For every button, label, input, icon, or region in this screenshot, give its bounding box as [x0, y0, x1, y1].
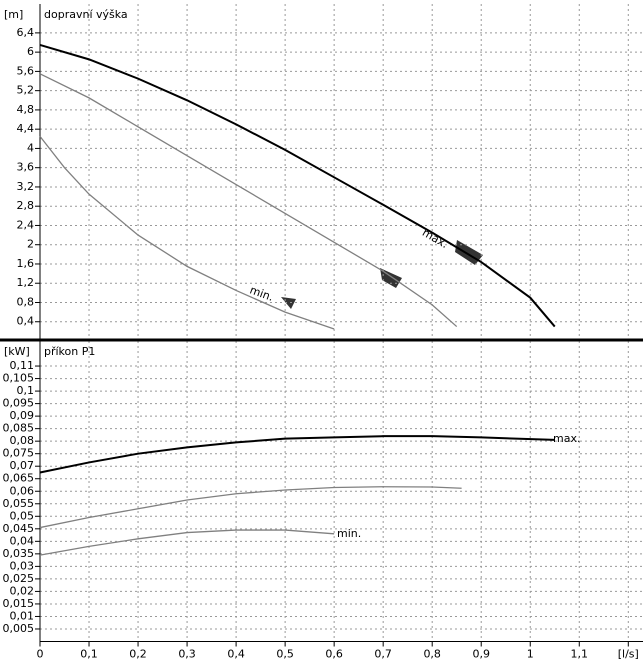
x-tick-label: 0,1 — [80, 648, 98, 661]
x-tick-label: 0 — [37, 648, 44, 661]
x-tick-label: 0,2 — [129, 648, 147, 661]
y-tick-label: 0,08 — [10, 434, 35, 447]
y-tick-label: 0,095 — [3, 397, 35, 410]
y-tick-label: 0,11 — [10, 359, 35, 372]
y-tick-label: 0,05 — [10, 509, 35, 522]
line-series — [39, 486, 462, 529]
y-unit: [m] — [4, 8, 23, 21]
y-tick-label: 0,07 — [10, 459, 35, 472]
y-tick-label: 0,1 — [17, 384, 35, 397]
y-tick-label: 0,105 — [3, 372, 35, 385]
curve-label: max. — [553, 432, 580, 445]
y-tick-label: 0,065 — [3, 472, 35, 485]
y-tick-label: 0,02 — [10, 584, 35, 597]
x-tick-label: 0,7 — [374, 648, 392, 661]
curve-label: min. — [337, 527, 361, 540]
y-tick-label: 0,03 — [10, 559, 35, 572]
x-tick-label: 1 — [527, 648, 534, 661]
y-tick-label: 4,4 — [17, 122, 35, 135]
panel-title: dopravní výška — [44, 8, 128, 21]
x-tick-label: 0,5 — [276, 648, 294, 661]
y-tick-label: 4 — [27, 141, 34, 154]
y-tick-label: 3,2 — [17, 180, 35, 193]
line-series — [39, 529, 335, 556]
y-tick-label: 0,09 — [10, 409, 35, 422]
y-tick-label: 0,085 — [3, 422, 35, 435]
x-tick-label: 0,6 — [325, 648, 343, 661]
x-tick-label: 1,1 — [571, 648, 589, 661]
x-tick-label: 0,9 — [472, 648, 490, 661]
x-tick-label: 0,4 — [227, 648, 245, 661]
y-tick-label: 4,8 — [17, 103, 35, 116]
panel-title: příkon P1 — [44, 345, 95, 358]
line-series — [39, 435, 555, 474]
y-tick-label: 0,01 — [10, 609, 35, 622]
x-tick-label: [l/s] — [618, 648, 639, 661]
y-tick-label: 3,6 — [17, 161, 35, 174]
y-tick-label: 0,4 — [17, 315, 35, 328]
y-tick-label: 0,8 — [17, 295, 35, 308]
x-tick-label: 0,8 — [423, 648, 441, 661]
line-series — [39, 73, 458, 328]
y-tick-label: 0,055 — [3, 497, 35, 510]
y-tick-label: 5,6 — [17, 64, 35, 77]
x-tick-label: 0,3 — [178, 648, 196, 661]
y-tick-label: 2,4 — [17, 218, 35, 231]
y-tick-label: 0,035 — [3, 547, 35, 560]
y-tick-label: 2,8 — [17, 199, 35, 212]
y-tick-label: 0,015 — [3, 597, 35, 610]
y-tick-label: 0,005 — [3, 622, 35, 635]
line-series — [39, 135, 335, 330]
y-tick-label: 0,075 — [3, 447, 35, 460]
y-tick-label: 0,025 — [3, 572, 35, 585]
y-tick-label: 6 — [27, 45, 34, 58]
y-tick-label: 2 — [27, 238, 34, 251]
y-tick-label: 6,4 — [17, 26, 35, 39]
line-series — [39, 43, 556, 328]
y-tick-label: 0,06 — [10, 484, 35, 497]
y-unit: [kW] — [4, 345, 30, 358]
y-tick-label: 5,2 — [17, 84, 35, 97]
y-tick-label: 0,04 — [10, 534, 35, 547]
y-tick-label: 1,2 — [17, 276, 35, 289]
y-tick-label: 0,045 — [3, 522, 35, 535]
y-tick-label: 1,6 — [17, 257, 35, 270]
